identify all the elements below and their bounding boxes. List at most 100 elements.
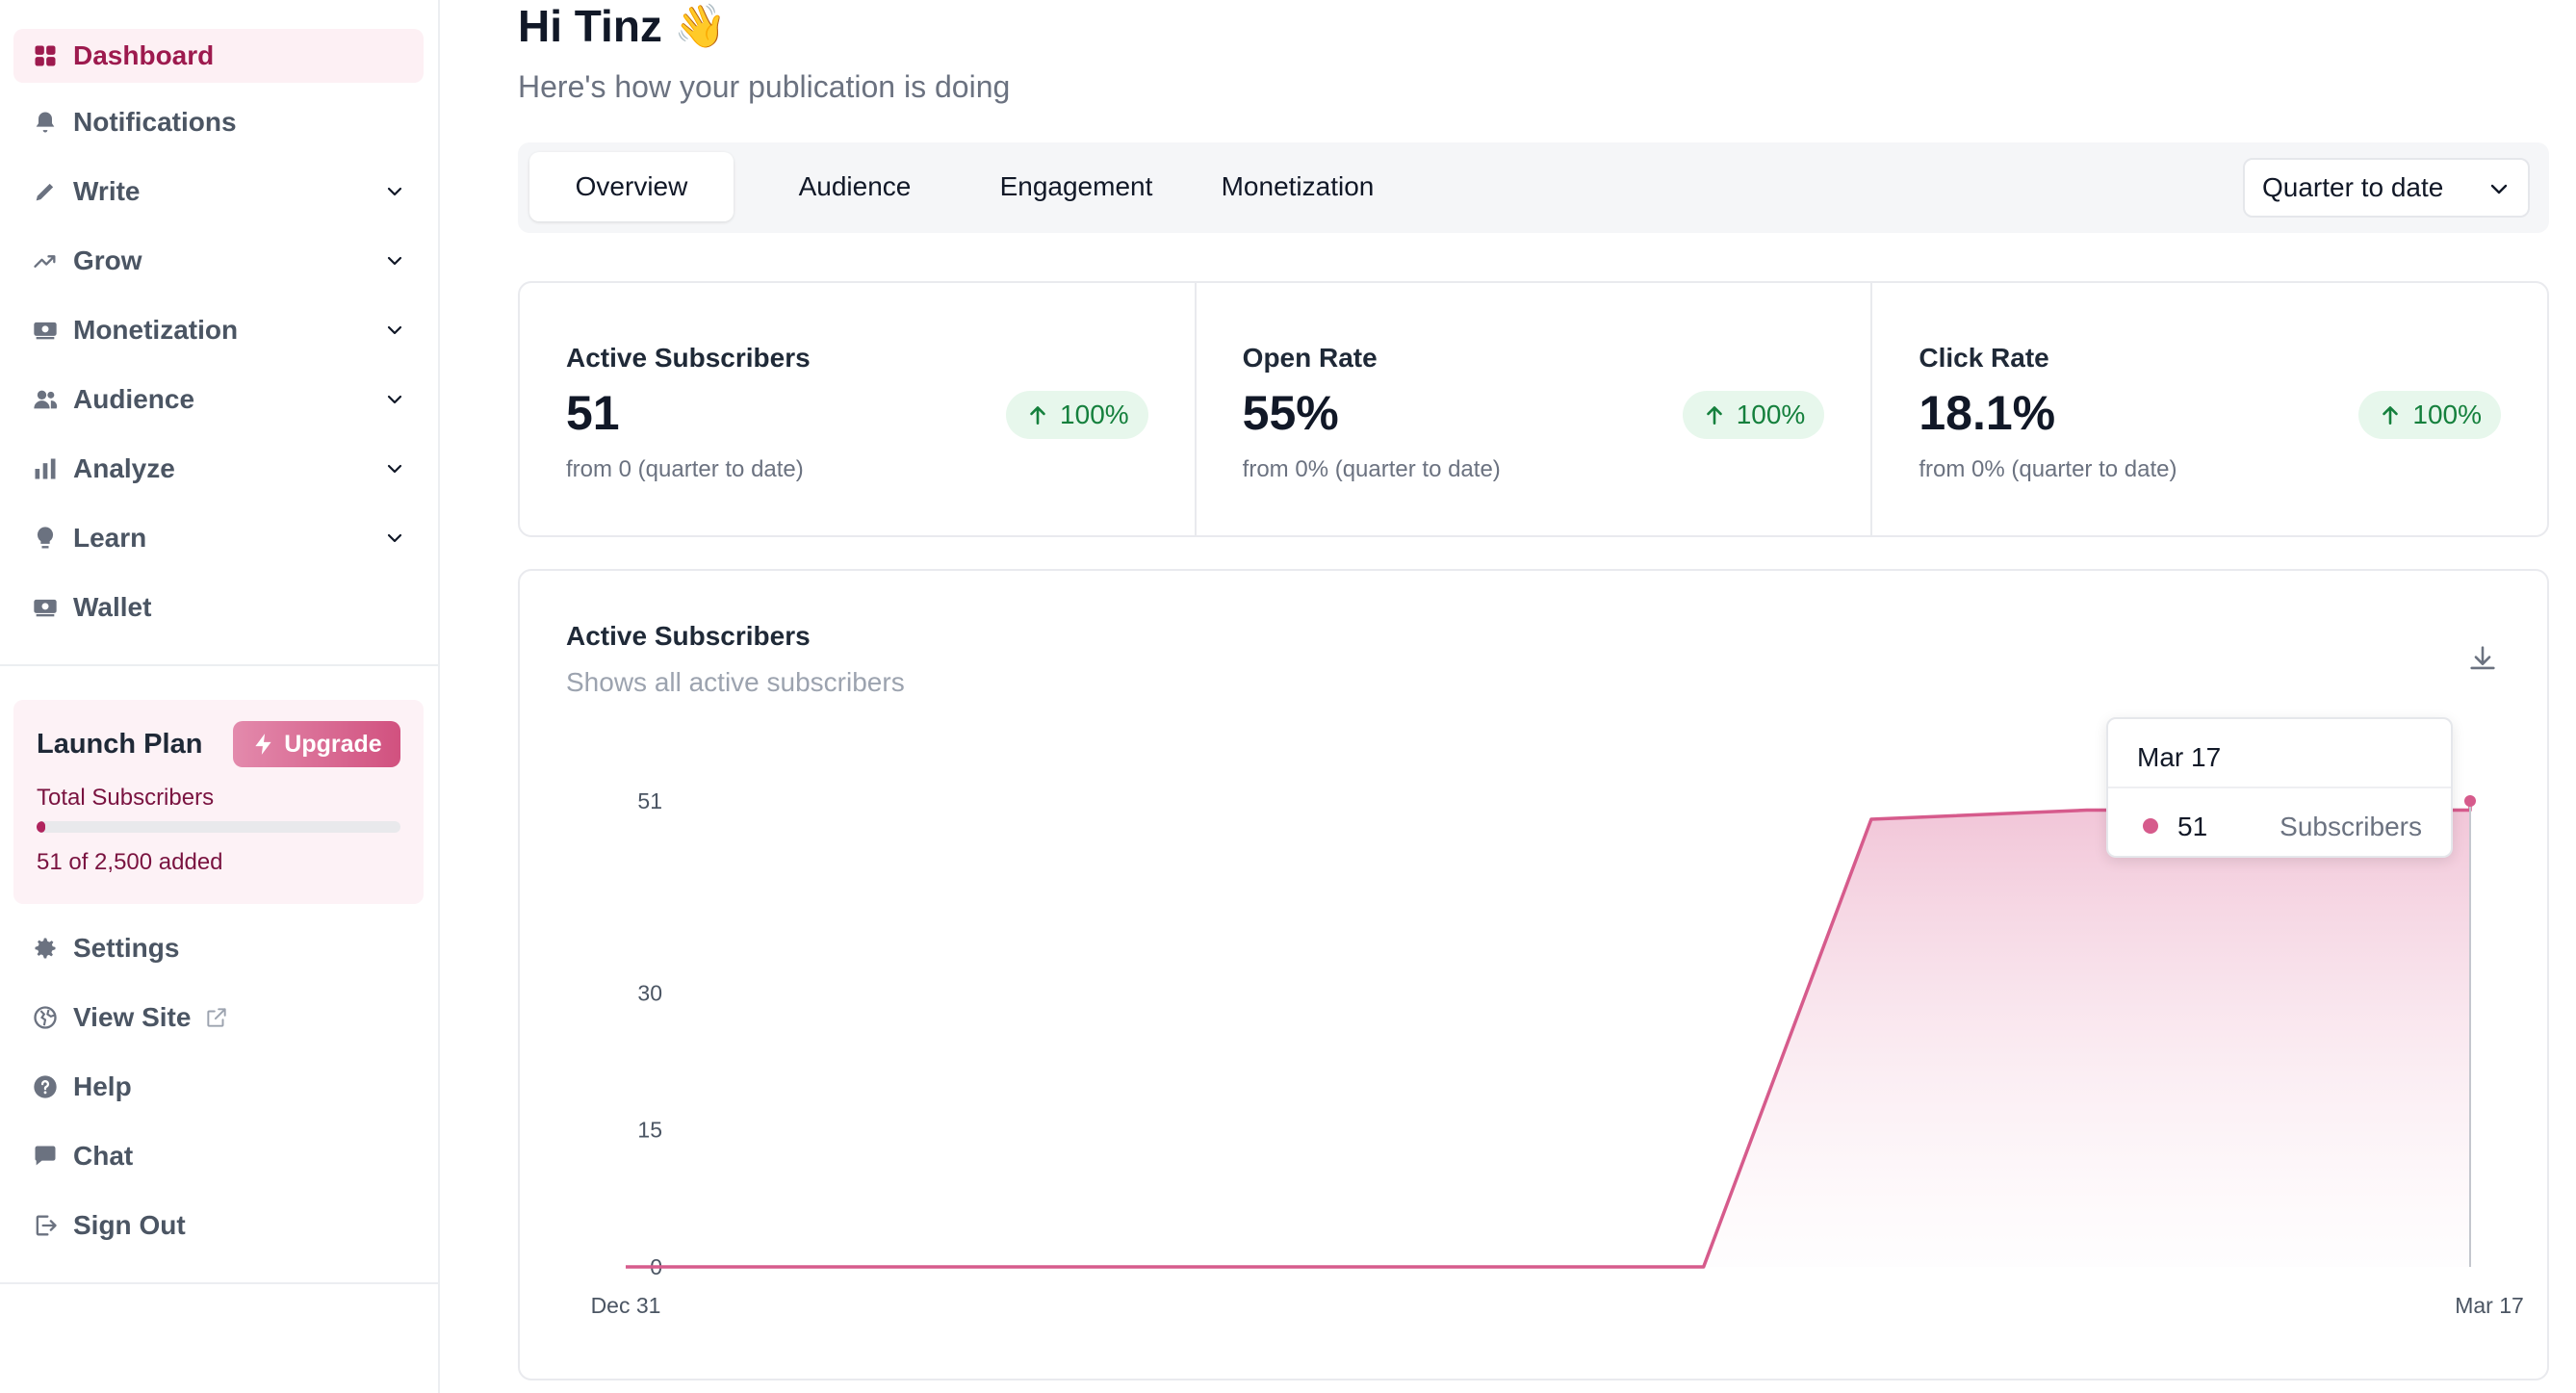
chevron-down-icon [387, 395, 402, 404]
chevron-down-icon [387, 533, 402, 543]
upgrade-label: Upgrade [284, 730, 382, 758]
y-tick-label: 15 [637, 1118, 662, 1143]
active-subscribers-chart-card: Active Subscribers Shows all active subs… [518, 569, 2549, 1380]
bell-icon [31, 108, 60, 137]
stat-value: 55% [1242, 386, 1339, 440]
globe-icon [31, 1003, 60, 1032]
series-area-subscribers [626, 801, 2470, 1267]
sidebar-item-sign-out[interactable]: Sign Out [13, 1199, 424, 1252]
page-subtitle: Here's how your publication is doing [518, 69, 1011, 104]
arrow-up-icon [1706, 406, 1722, 425]
sidebar-item-settings[interactable]: Settings [13, 921, 424, 975]
tab-engagement[interactable]: Engagement [999, 171, 1153, 201]
plan-added-text: 51 of 2,500 added [37, 849, 223, 875]
sidebar-item-label: Notifications [73, 107, 237, 137]
sidebar: Dashboard Notifications Write Grow Monetizat… [0, 0, 440, 1393]
sidebar-item-label: Analyze [73, 453, 175, 483]
stat-comparison: from 0 (quarter to date) [566, 456, 804, 482]
grid-icon [31, 41, 60, 70]
sidebar-item-analyze[interactable]: Analyze [13, 442, 424, 496]
lightning-icon [255, 734, 271, 755]
sidebar-item-notifications[interactable]: Notifications [13, 95, 424, 149]
chevron-down-icon [387, 256, 402, 266]
plan-title: Launch Plan [37, 729, 203, 760]
sidebar-item-label: Sign Out [73, 1210, 186, 1240]
sidebar-item-label: Write [73, 176, 141, 206]
tooltip-series-dot [2143, 818, 2158, 834]
data-point [2464, 795, 2476, 807]
external-link-icon [207, 1008, 227, 1027]
stat-card-click-rate: Click Rate 18.1% 100% from 0% (quarter to d… [1870, 283, 2547, 535]
stat-title: Open Rate [1242, 343, 1378, 373]
sidebar-item-label: Learn [73, 523, 147, 553]
tab-overview[interactable]: Overview [529, 152, 734, 221]
sidebar-item-label: Settings [73, 933, 180, 963]
sidebar-item-monetization[interactable]: Monetization [13, 303, 424, 357]
chevron-down-icon [2490, 184, 2508, 194]
sidebar-divider [0, 664, 440, 666]
help-icon [31, 1072, 60, 1101]
x-tick-label: Mar 17 [2455, 1293, 2524, 1318]
period-select[interactable]: Quarter to date [2243, 158, 2530, 218]
x-tick-label: Dec 31 [591, 1293, 661, 1318]
launch-plan-card: Launch Plan Upgrade Total Subscribers 51… [13, 700, 424, 904]
stat-change-value: 100% [1736, 400, 1806, 429]
arrow-up-icon [2383, 406, 2399, 425]
sidebar-item-learn[interactable]: Learn [13, 511, 424, 565]
stat-card-active-subscribers: Active Subscribers 51 100% from 0 (quarter … [520, 283, 1195, 535]
sidebar-item-label: Audience [73, 384, 195, 414]
stat-change-value: 100% [1060, 400, 1129, 429]
chat-icon [31, 1142, 60, 1171]
tooltip-series-name: Subscribers [2280, 812, 2422, 841]
sidebar-item-chat[interactable]: Chat [13, 1129, 424, 1183]
y-tick-label: 51 [637, 788, 662, 813]
sidebar-item-label: Wallet [73, 592, 152, 622]
tooltip-date: Mar 17 [2137, 742, 2222, 772]
stat-title: Active Subscribers [566, 343, 811, 373]
download-icon[interactable] [2466, 642, 2499, 675]
wave-emoji: 👋 [673, 3, 727, 50]
sidebar-item-audience[interactable]: Audience [13, 373, 424, 426]
gear-icon [31, 934, 60, 963]
trend-icon [31, 246, 60, 275]
stat-change-badge: 100% [2358, 391, 2502, 439]
sidebar-item-help[interactable]: Help [13, 1060, 424, 1114]
tooltip-value: 51 [2177, 812, 2208, 841]
stat-title: Click Rate [1919, 343, 2049, 373]
plan-progress-fill [37, 821, 46, 833]
users-icon [31, 385, 60, 414]
sidebar-item-label: View Site [73, 1002, 192, 1032]
chevron-down-icon [387, 187, 402, 196]
greeting-heading: Hi Tinz 👋 [518, 0, 727, 52]
tab-monetization[interactable]: Monetization [1221, 171, 1375, 201]
chevron-down-icon [387, 325, 402, 335]
wallet-icon [31, 593, 60, 622]
stat-change-badge: 100% [1682, 391, 1825, 439]
chart-title: Active Subscribers [566, 621, 811, 651]
sidebar-item-label: Chat [73, 1141, 134, 1171]
sidebar-item-grow[interactable]: Grow [13, 234, 424, 288]
stat-change-badge: 100% [1006, 391, 1148, 439]
sidebar-item-view-site[interactable]: View Site [13, 991, 424, 1045]
bar-chart-icon [31, 454, 60, 483]
stats-row: Active Subscribers 51 100% from 0 (quarter … [518, 281, 2549, 537]
sidebar-item-label: Monetization [73, 315, 239, 345]
sidebar-item-label: Dashboard [73, 40, 215, 70]
upgrade-button[interactable]: Upgrade [233, 721, 400, 767]
tab-audience[interactable]: Audience [798, 171, 912, 201]
greeting-text: Hi Tinz [518, 1, 662, 51]
stat-change-value: 100% [2412, 400, 2483, 429]
chevron-down-icon [387, 464, 402, 474]
total-subscribers-label: Total Subscribers [37, 785, 215, 811]
money-icon [31, 316, 60, 345]
chart-tooltip: Mar 17 51 Subscribers [2106, 717, 2453, 858]
pencil-icon [31, 177, 60, 206]
sidebar-item-dashboard[interactable]: Dashboard [13, 29, 424, 83]
stat-card-open-rate: Open Rate 55% 100% from 0% (quarter to date… [1194, 283, 1871, 535]
dashboard-tabs: Overview Audience Engagement Monetizatio… [518, 142, 2549, 233]
sidebar-item-wallet[interactable]: Wallet [13, 580, 424, 634]
sidebar-item-write[interactable]: Write [13, 165, 424, 219]
lightbulb-icon [31, 524, 60, 553]
stat-comparison: from 0% (quarter to date) [1242, 456, 1501, 482]
